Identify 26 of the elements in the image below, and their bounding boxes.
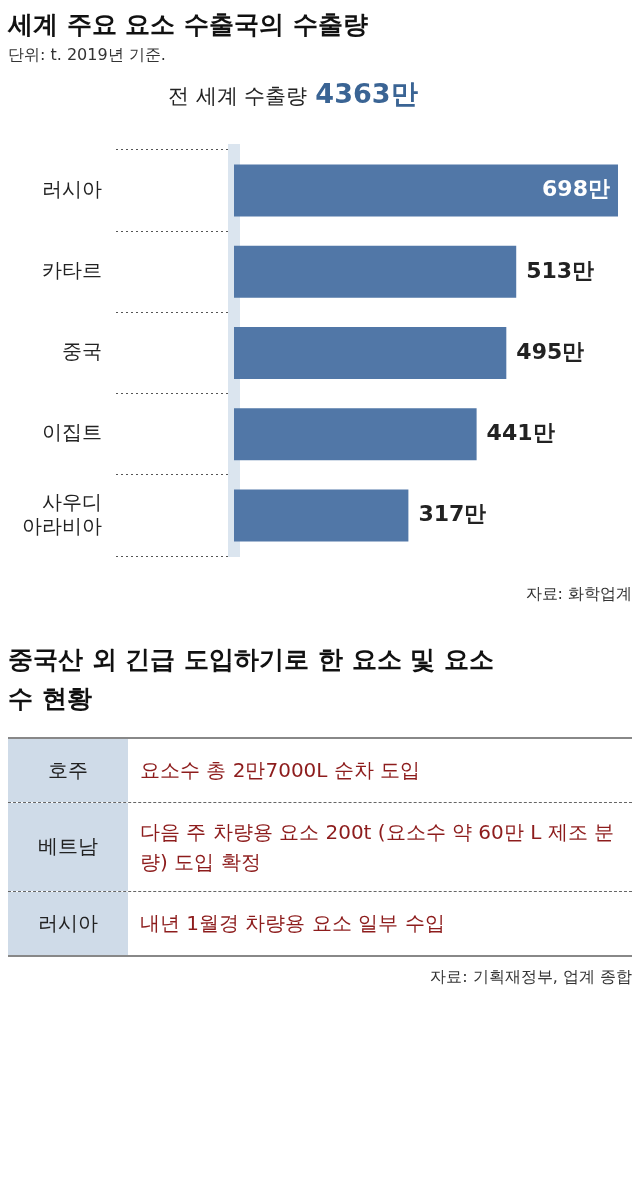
chart-title: 세계 주요 요소 수출국의 수출량 <box>8 9 369 41</box>
data-label: 698만 <box>542 176 610 202</box>
bar <box>234 245 517 298</box>
data-label: 495만 <box>516 338 585 364</box>
category-label: 베트남 <box>8 802 128 891</box>
text: 자료: 기획재정부, 업계 종합 <box>429 966 632 988</box>
data-label: 513만 <box>526 257 595 283</box>
y-tick-label: 이집트 <box>42 420 102 445</box>
y-tick-label: 러시아 <box>42 176 102 201</box>
y-tick-label: 카타르 <box>42 258 102 282</box>
y-tick-label: 사우디 아라비아 <box>22 489 102 538</box>
bar <box>234 327 507 379</box>
text: 다음 주 차량용 요소 200t (요소수 약 60만 L 제조 분량) 도입 확정 <box>139 818 615 876</box>
bar <box>234 164 618 217</box>
text: 자료: 화학업계 <box>524 584 632 605</box>
text: 요소수 총 2만7000L 순차 도입 <box>139 757 422 784</box>
text: 단위: t. 2019년 기준. <box>8 45 167 66</box>
bar <box>234 489 409 542</box>
data-label: 441만 <box>486 419 555 445</box>
bar <box>234 408 477 461</box>
text: 전 세계 수출량 4363만 <box>168 78 418 109</box>
text: 내년 1월경 차량용 요소 일부 수입 <box>139 910 446 937</box>
category-label: 호주 <box>8 738 128 802</box>
data-label: 317만 <box>418 501 487 527</box>
text: 중국산 외 긴급 도입하기로 한 요소 및 요소수 현황 <box>8 644 495 715</box>
y-tick-label: 중국 <box>62 339 102 364</box>
